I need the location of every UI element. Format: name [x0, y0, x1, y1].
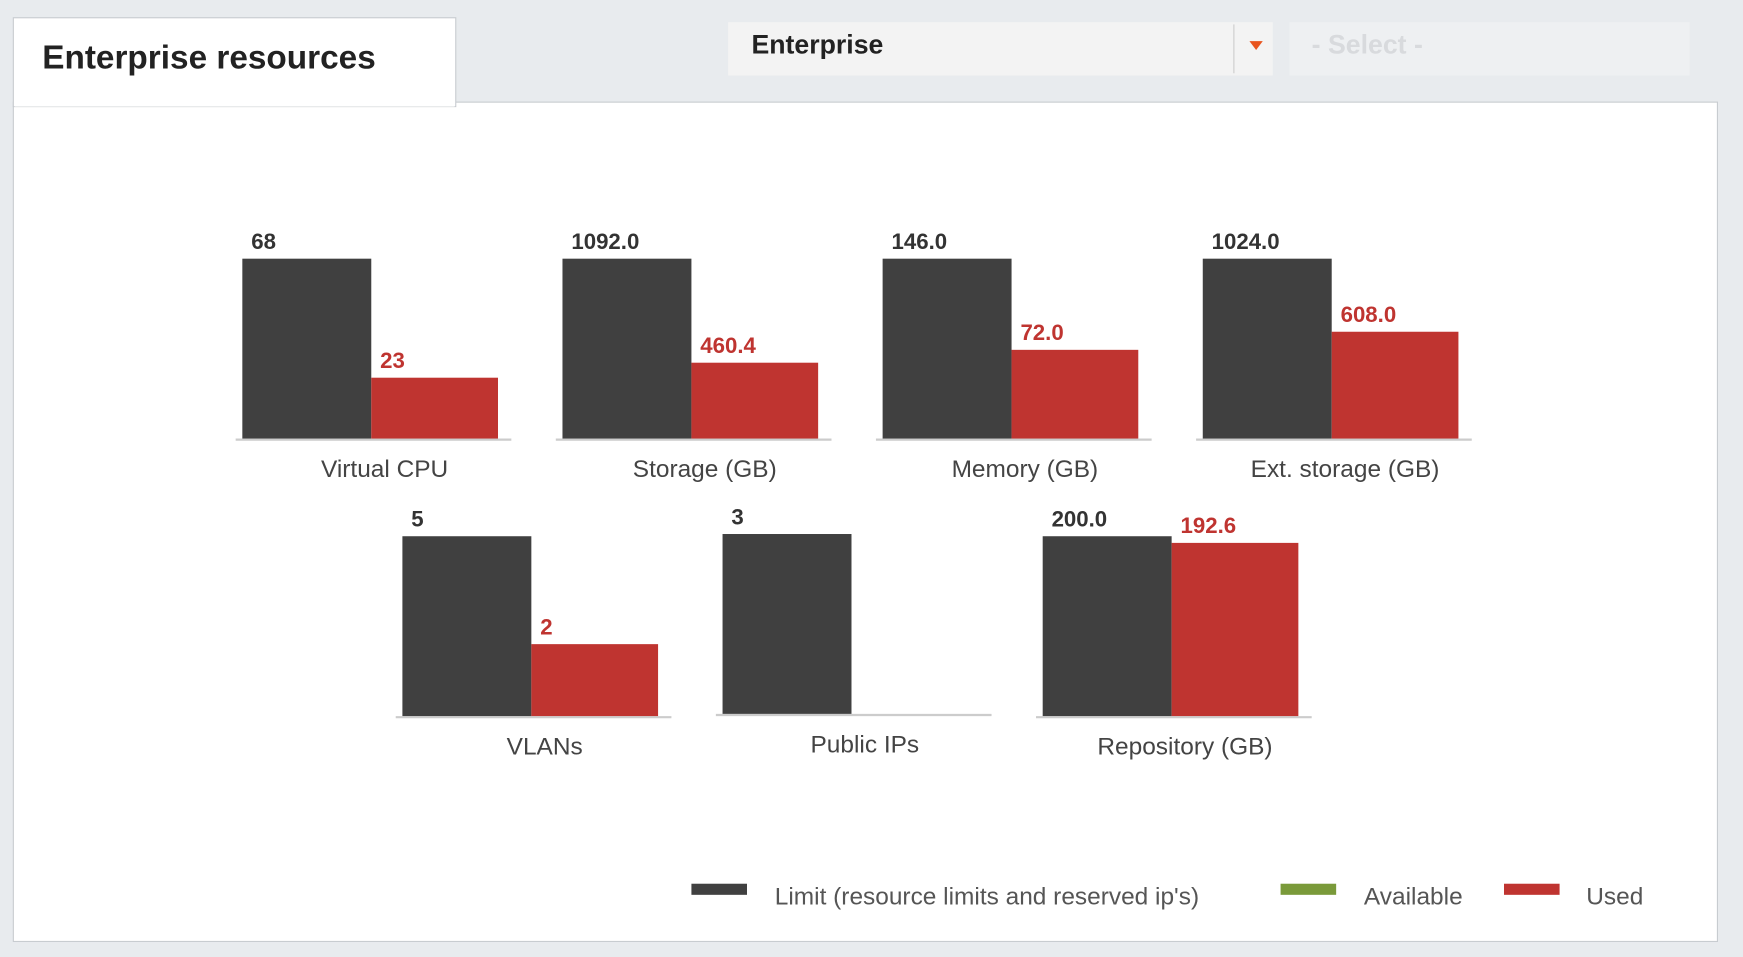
select[interactable]	[1289, 22, 1690, 76]
used-bar	[531, 644, 659, 717]
dropdown-arrow[interactable]	[1249, 41, 1263, 50]
category-label: VLANs	[507, 734, 583, 761]
legend-label: Limit (resource limits and reserved ip's…	[775, 884, 1199, 911]
limit-bar	[1042, 536, 1172, 717]
used-label: 192.6	[1181, 513, 1237, 538]
limit-label: 68	[251, 229, 276, 254]
used-label: 460.4	[700, 333, 756, 358]
select-placeholder: - Select -	[1312, 30, 1423, 60]
legend-swatch	[1280, 883, 1337, 895]
legend-label: Used	[1586, 884, 1643, 911]
limit-bar	[1202, 258, 1332, 439]
limit-bar	[722, 534, 852, 714]
content-panel	[12, 101, 1718, 943]
limit-label: 200.0	[1052, 507, 1108, 532]
limit-bar	[242, 258, 372, 439]
tab-join	[14, 99, 455, 107]
used-bar	[1331, 331, 1459, 439]
used-label: 72.0	[1020, 320, 1063, 345]
limit-label: 1092.0	[571, 229, 639, 254]
category-label: Repository (GB)	[1097, 734, 1272, 761]
category-label: Ext. storage (GB)	[1251, 456, 1440, 483]
limit-bar	[402, 536, 532, 717]
used-bar	[1171, 542, 1299, 717]
tab[interactable]	[12, 17, 457, 108]
limit-label: 1024.0	[1212, 229, 1280, 254]
limit-label: 5	[411, 507, 423, 532]
category-label: Memory (GB)	[952, 456, 1099, 483]
category-label: Virtual CPU	[321, 456, 448, 483]
legend-swatch	[1504, 883, 1560, 895]
dropdown[interactable]	[728, 22, 1273, 76]
category-label: Public IPs	[810, 732, 919, 759]
tab-title: Enterprise resources	[42, 40, 376, 77]
used-bar	[1011, 349, 1139, 439]
limit-bar	[882, 258, 1012, 439]
used-label: 2	[540, 614, 552, 639]
limit-label: 146.0	[892, 229, 948, 254]
limit-bar	[562, 258, 692, 439]
category-label: Storage (GB)	[633, 456, 777, 483]
used-label: 608.0	[1341, 302, 1397, 327]
legend-label: Available	[1364, 884, 1463, 911]
legend-swatch	[691, 883, 747, 895]
dropdown-value: Enterprise	[751, 30, 883, 60]
used-bar	[691, 362, 819, 439]
limit-label: 3	[731, 504, 743, 529]
used-bar	[371, 377, 498, 439]
used-label: 23	[380, 348, 405, 373]
